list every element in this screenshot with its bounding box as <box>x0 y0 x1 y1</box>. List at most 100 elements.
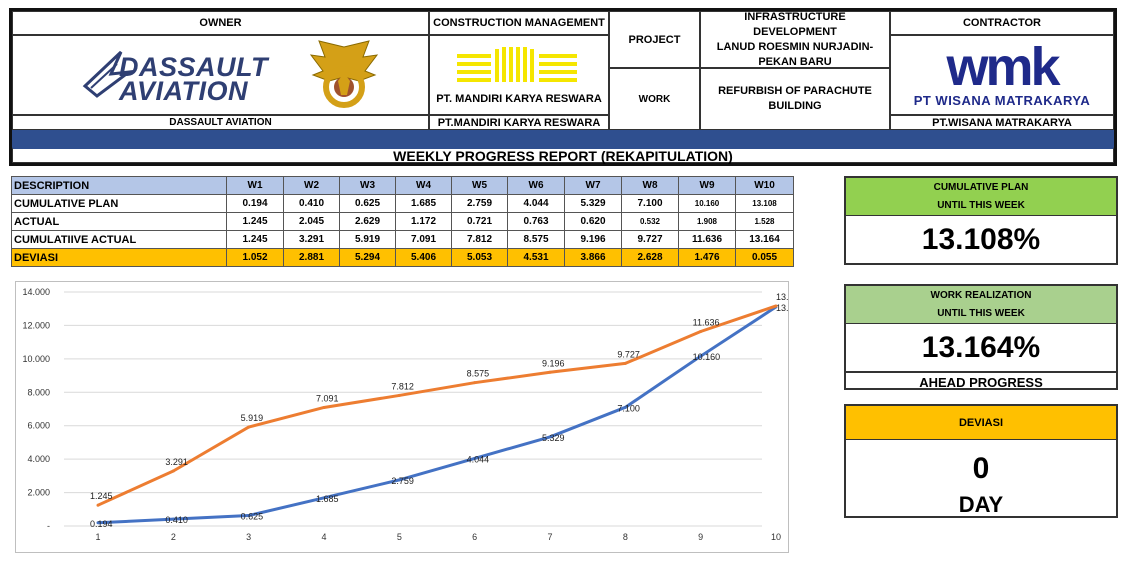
y-tick-label: 4.000 <box>27 454 50 464</box>
table-cell: 10.160 <box>678 194 736 213</box>
work-label: WORK <box>609 68 700 130</box>
data-point <box>397 393 401 397</box>
table-header-row: DESCRIPTION W1 W2 W3 W4 W5 W6 W7 W8 W9 W… <box>11 176 794 195</box>
table-row-cumulative-plan: CUMULATIVE PLAN 0.194 0.410 0.625 1.685 … <box>11 194 794 213</box>
table-cell: 13.164 <box>735 230 794 249</box>
data-point <box>699 330 703 334</box>
table-row-cumulative-actual: CUMULATIIVE ACTUAL 1.245 3.291 5.919 7.0… <box>11 230 794 249</box>
table-row-actual: ACTUAL 1.245 2.045 2.629 1.172 0.721 0.7… <box>11 212 794 231</box>
data-label: 2.759 <box>391 476 414 486</box>
data-label: 7.091 <box>316 393 339 403</box>
table-cell: 2.629 <box>339 212 396 231</box>
table-cell: 1.685 <box>395 194 452 213</box>
data-label: 13.164 <box>776 292 788 302</box>
table-header-cell: DESCRIPTION <box>11 176 227 195</box>
data-label: 7.100 <box>617 403 640 413</box>
table-cell: 1.052 <box>226 248 284 267</box>
deviasi-box: DEVIASI 0 DAY <box>844 404 1118 518</box>
data-point <box>623 361 627 365</box>
table-cell: 13.108 <box>735 194 794 213</box>
table-cell: 9.727 <box>621 230 679 249</box>
data-label: 7.812 <box>391 381 414 391</box>
row-label: ACTUAL <box>11 212 227 231</box>
table-cell: 5.329 <box>564 194 622 213</box>
table-cell: 5.053 <box>451 248 508 267</box>
y-tick-label: 12.000 <box>22 320 50 330</box>
y-tick-label: 8.000 <box>27 387 50 397</box>
x-tick-label: 7 <box>547 532 552 542</box>
x-tick-label: 6 <box>472 532 477 542</box>
table-header-cell: W4 <box>395 176 452 195</box>
x-tick-label: 10 <box>771 532 781 542</box>
table-cell: 0.625 <box>339 194 396 213</box>
x-tick-label: 1 <box>95 532 100 542</box>
data-point <box>623 405 627 409</box>
table-cell: 3.866 <box>564 248 622 267</box>
owner-logo-cell: DASSAULT AVIATION <box>12 35 429 115</box>
x-tick-label: 5 <box>397 532 402 542</box>
table-cell: 4.044 <box>507 194 565 213</box>
owner-name: DASSAULT AVIATION <box>12 115 429 130</box>
data-point <box>473 456 477 460</box>
data-point <box>96 503 100 507</box>
data-point <box>548 370 552 374</box>
table-cell: 0.763 <box>507 212 565 231</box>
data-label: 1.685 <box>316 494 339 504</box>
table-cell: 0.620 <box>564 212 622 231</box>
data-label: 0.194 <box>90 519 113 529</box>
table-header-cell: W7 <box>564 176 622 195</box>
data-point <box>699 354 703 358</box>
data-label: 1.245 <box>90 491 113 501</box>
data-label: 8.575 <box>467 369 490 379</box>
y-tick-label: 14.000 <box>22 287 50 297</box>
progress-line-chart: - 2.000 4.000 6.000 8.000 10.000 12.000 14.000 1… <box>22 287 803 542</box>
table-header-cell: W10 <box>735 176 794 195</box>
table-cell: 11.636 <box>678 230 736 249</box>
data-point <box>548 435 552 439</box>
data-label: 9.196 <box>542 358 565 368</box>
x-tick-label: 8 <box>623 532 628 542</box>
deviasi-unit: DAY <box>958 492 1004 517</box>
table-cell: 2.759 <box>451 194 508 213</box>
y-tick-label: 6.000 <box>27 421 50 431</box>
dassault-logo-icon <box>82 50 135 98</box>
table-cell: 0.532 <box>621 212 679 231</box>
blue-band <box>12 130 1114 147</box>
table-header-cell: W9 <box>678 176 736 195</box>
cumulative-plan-title: CUMULATIVE PLAN UNTIL THIS WEEK <box>846 178 1116 216</box>
row-label: CUMULATIVE PLAN <box>11 194 227 213</box>
data-label: 13.108 <box>776 303 788 313</box>
table-header-cell: W2 <box>283 176 340 195</box>
data-label: 0.410 <box>165 515 188 525</box>
work-realization-box: WORK REALIZATION UNTIL THIS WEEK 13.164%… <box>844 284 1118 390</box>
data-point <box>774 304 778 308</box>
row-label: DEVIASI <box>11 248 227 267</box>
work-realization-value: 13.164% <box>846 324 1116 373</box>
data-point <box>397 478 401 482</box>
data-point <box>322 496 326 500</box>
x-tick-label: 2 <box>171 532 176 542</box>
y-tick-label: - <box>47 521 50 531</box>
dassault-logo-text: DASSAULT AVIATION <box>119 52 268 106</box>
deviasi-title: DEVIASI <box>846 406 1116 440</box>
contractor-logo-cell: wmk PT WISANA MATRAKARYA <box>890 35 1114 115</box>
x-tick-label: 4 <box>321 532 326 542</box>
mandiri-logo-icon <box>457 47 577 82</box>
data-label: 0.625 <box>241 512 264 522</box>
cm-logo-text: PT. MANDIRI KARYA RESWARA <box>436 93 602 105</box>
table-cell: 8.575 <box>507 230 565 249</box>
data-point <box>171 517 175 521</box>
data-point <box>96 521 100 525</box>
table-cell: 1.528 <box>735 212 794 231</box>
progress-status: AHEAD PROGRESS <box>919 374 1043 390</box>
project-label: PROJECT <box>609 11 700 68</box>
cm-label: CONSTRUCTION MANAGEMENT <box>429 11 609 35</box>
table-cell: 7.091 <box>395 230 452 249</box>
table-cell: 1.476 <box>678 248 736 267</box>
data-label: 10.160 <box>693 352 721 362</box>
cm-logo-cell: PT. MANDIRI KARYA RESWARA <box>429 35 609 115</box>
progress-chart-frame: - 2.000 4.000 6.000 8.000 10.000 12.000 14.000 1… <box>15 281 804 553</box>
table-cell: 7.100 <box>621 194 679 213</box>
y-tick-label: 10.000 <box>22 354 50 364</box>
cumulative-plan-value: 13.108% <box>921 223 1041 256</box>
